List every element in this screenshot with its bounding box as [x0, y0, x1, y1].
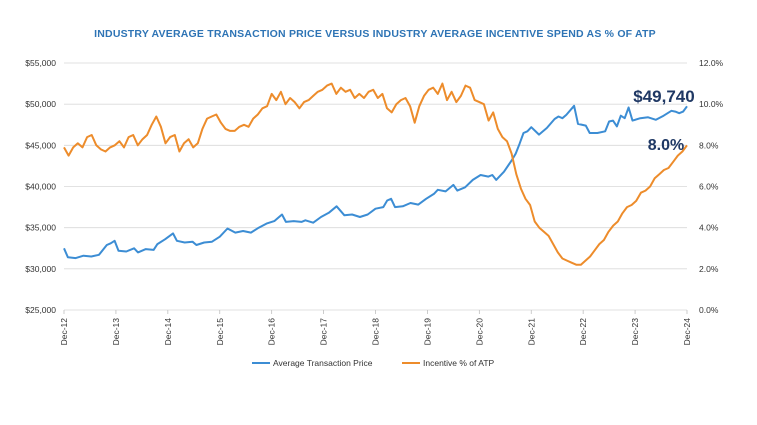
y-axis-left: $25,000 $30,000 $35,000 $40,000 $45,000 $50,0… — [25, 58, 56, 315]
y-right-tick-label: 4.0% — [699, 223, 719, 233]
y-right-tick-label: 8.0% — [699, 140, 719, 150]
y-left-tick-label: $55,000 — [25, 58, 56, 68]
x-tick-label: Dec-24 — [682, 318, 692, 346]
incentive-callout: 8.0% — [648, 137, 684, 154]
x-tick-label: Dec-13 — [111, 318, 121, 346]
gridlines — [64, 62, 687, 311]
legend: Average Transaction Price Incentive % of… — [252, 358, 495, 368]
y-left-tick-label: $50,000 — [25, 99, 56, 109]
x-tick-label: Dec-20 — [474, 318, 484, 346]
callouts: $49,740 8.0% — [633, 87, 694, 154]
chart-title: INDUSTRY AVERAGE TRANSACTION PRICE VERSU… — [94, 28, 656, 40]
x-tick-label: Dec-14 — [163, 318, 173, 346]
legend-label-incentive: Incentive % of ATP — [423, 358, 495, 368]
y-left-tick-label: $40,000 — [25, 182, 56, 192]
series-line-atp — [63, 104, 688, 260]
y-left-tick-label: $45,000 — [25, 140, 56, 150]
x-tick-label: Dec-22 — [578, 318, 588, 346]
series-layer — [63, 82, 688, 266]
x-tick-label: Dec-15 — [215, 318, 225, 346]
y-right-tick-label: 6.0% — [699, 182, 719, 192]
x-tick-label: Dec-23 — [630, 318, 640, 346]
y-left-tick-label: $35,000 — [25, 223, 56, 233]
legend-label-atp: Average Transaction Price — [273, 358, 373, 368]
x-tick-label: Dec-12 — [59, 318, 69, 346]
y-left-tick-label: $25,000 — [25, 305, 56, 315]
y-right-tick-label: 0.0% — [699, 305, 719, 315]
atp-callout: $49,740 — [633, 87, 694, 106]
x-axis: Dec-12 Dec-13 Dec-14 Dec-15 Dec-16 Dec-17 Dec-… — [59, 310, 692, 345]
x-tick-label: Dec-19 — [422, 318, 432, 346]
y-left-tick-label: $30,000 — [25, 264, 56, 274]
series-line-incentive — [63, 82, 688, 266]
x-tick-label: Dec-21 — [526, 318, 536, 346]
y-axis-right: 0.0% 2.0% 4.0% 6.0% 8.0% 10.0% 12.0% — [699, 58, 724, 315]
y-right-tick-label: 2.0% — [699, 264, 719, 274]
x-tick-label: Dec-18 — [371, 318, 381, 346]
x-tick-label: Dec-17 — [319, 318, 329, 346]
x-tick-label: Dec-16 — [267, 318, 277, 346]
y-right-tick-label: 12.0% — [699, 58, 724, 68]
y-right-tick-label: 10.0% — [699, 99, 724, 109]
